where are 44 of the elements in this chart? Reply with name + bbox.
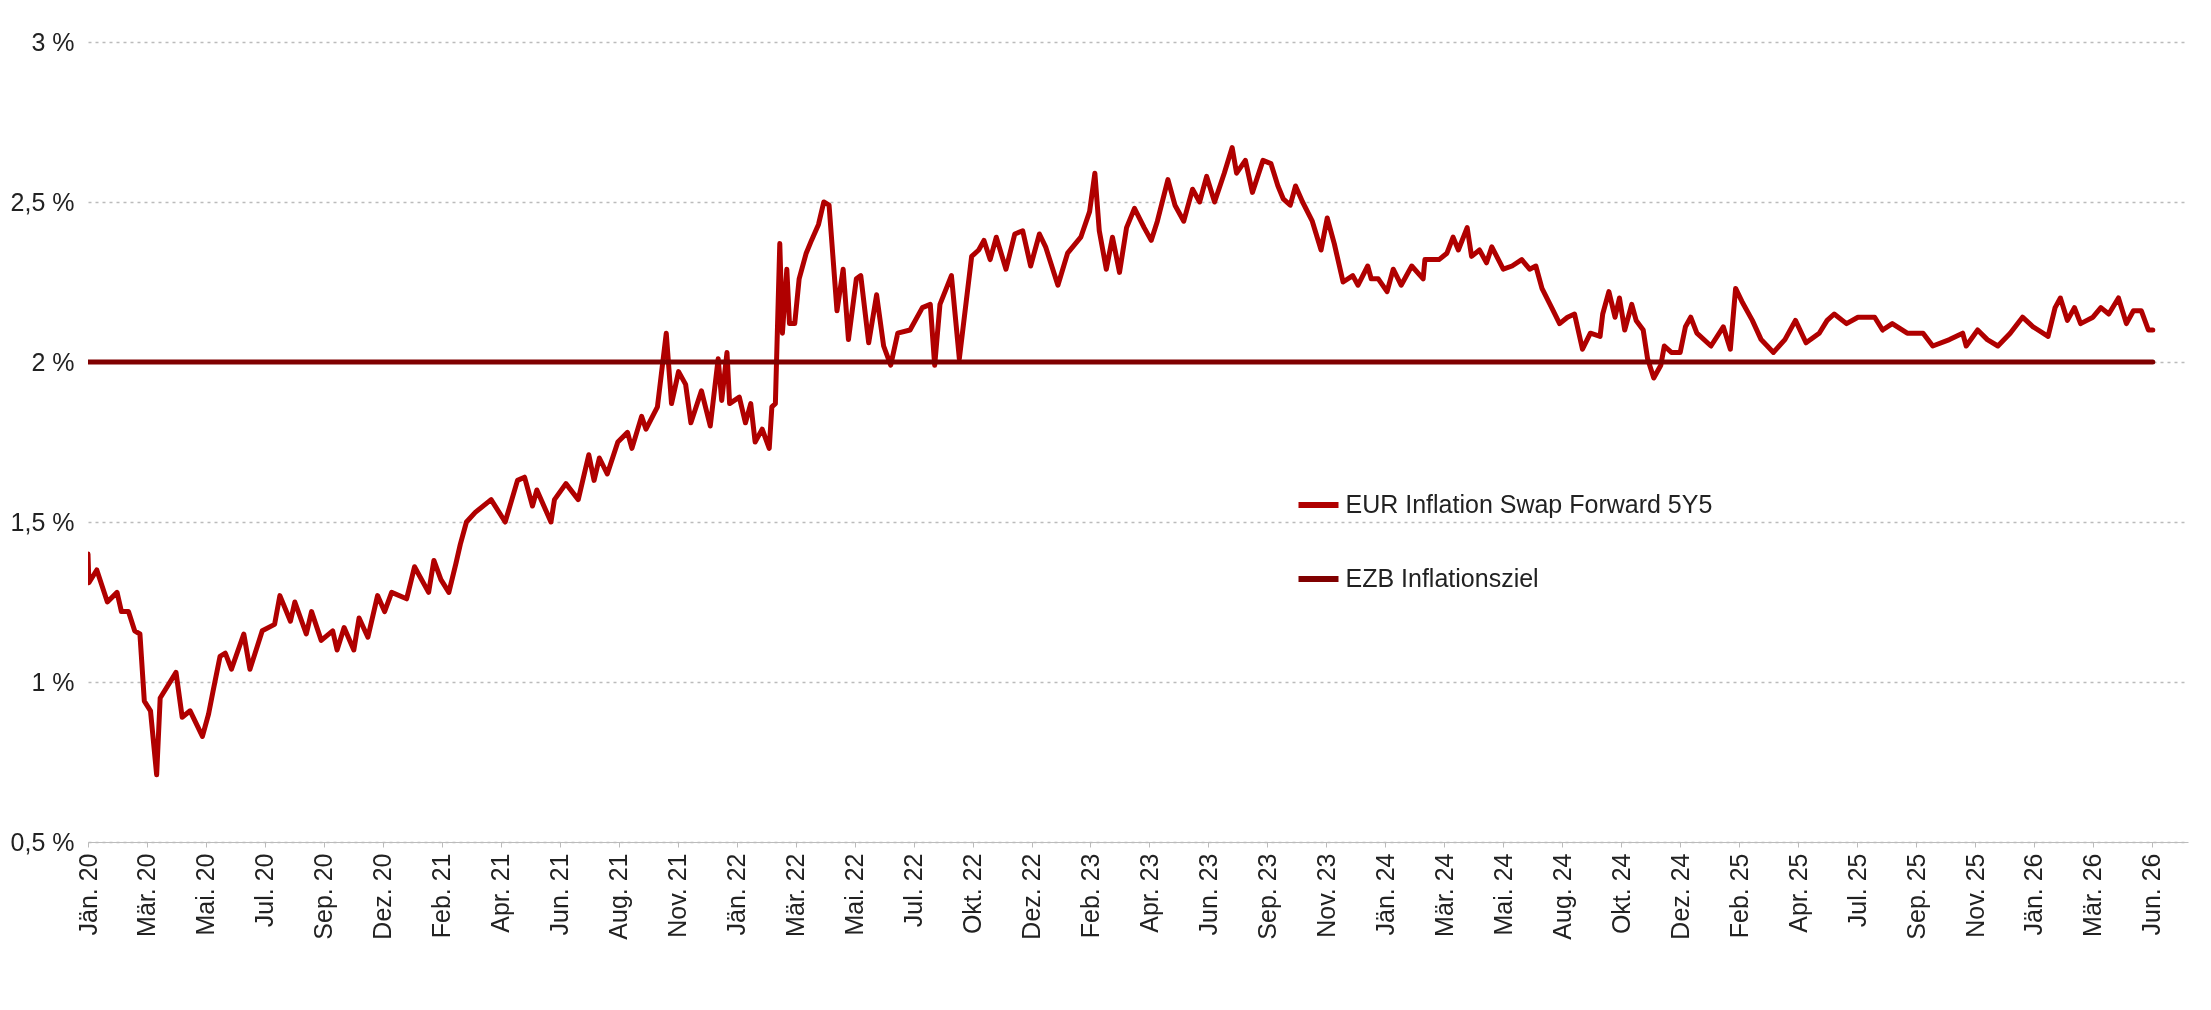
x-tick-label: Jun. 21: [545, 853, 574, 936]
x-tick-label: Nov. 21: [663, 853, 692, 938]
x-tick-label: Sep. 20: [309, 853, 338, 940]
y-tick-label: 0,5 %: [10, 827, 75, 856]
x-tick-label: Mai. 22: [840, 853, 869, 936]
x-tick-label: Mai. 20: [191, 853, 220, 936]
x-tick-label: Jän. 24: [1370, 853, 1399, 936]
x-tick-label: Jul. 20: [250, 853, 279, 928]
x-tick-label: Jän. 22: [722, 853, 751, 936]
x-tick-label: Jän. 26: [2019, 853, 2048, 936]
x-tick-label: Jän. 20: [73, 853, 102, 936]
x-tick-label: Dez. 22: [1017, 853, 1045, 940]
x-tick-label: Apr. 25: [1783, 853, 1812, 933]
x-tick-label: Mär. 22: [781, 853, 810, 937]
x-tick-label: Apr. 23: [1134, 853, 1163, 933]
x-tick-label: Feb. 21: [427, 853, 456, 939]
x-tick-label: Mai. 24: [1488, 853, 1517, 936]
x-tick-label: Mär. 24: [1429, 853, 1458, 937]
x-tick-label: Jun. 26: [2137, 853, 2166, 936]
x-tick-label: Jul. 25: [1842, 853, 1871, 928]
legend-label: EZB Inflationsziel: [1345, 564, 1539, 592]
x-tick-label: Sep. 23: [1252, 853, 1281, 940]
x-tick-label: Aug. 24: [1547, 853, 1576, 940]
x-tick-label: Dez. 24: [1665, 853, 1694, 940]
x-tick-label: Okt. 22: [958, 853, 987, 935]
x-tick-label: Mär. 20: [132, 853, 161, 937]
x-tick-label: Feb. 25: [1724, 853, 1753, 939]
x-tick-label: Apr. 21: [486, 853, 515, 933]
y-tick-label: 1 %: [31, 667, 75, 696]
x-tick-label: Okt. 24: [1606, 853, 1635, 935]
x-tick-label: Dez. 20: [368, 853, 397, 940]
x-tick-label: Mär. 26: [2078, 853, 2107, 937]
x-tick-label: Nov. 25: [1960, 853, 1989, 938]
x-tick-label: Sep. 25: [1901, 853, 1930, 940]
y-tick-label: 1,5 %: [10, 507, 75, 536]
x-tick-label: Jun. 23: [1193, 853, 1222, 936]
x-tick-label: Nov. 23: [1311, 853, 1340, 938]
x-tick-label: Aug. 21: [604, 853, 633, 940]
y-tick-label: 2 %: [31, 347, 75, 376]
legend-label: EUR Inflation Swap Forward 5Y5: [1345, 490, 1713, 518]
y-tick-label: 3 %: [31, 27, 75, 56]
x-tick-label: Jul. 22: [899, 853, 928, 928]
y-tick-label: 2,5 %: [10, 187, 75, 216]
x-tick-label: Feb. 23: [1075, 853, 1104, 939]
